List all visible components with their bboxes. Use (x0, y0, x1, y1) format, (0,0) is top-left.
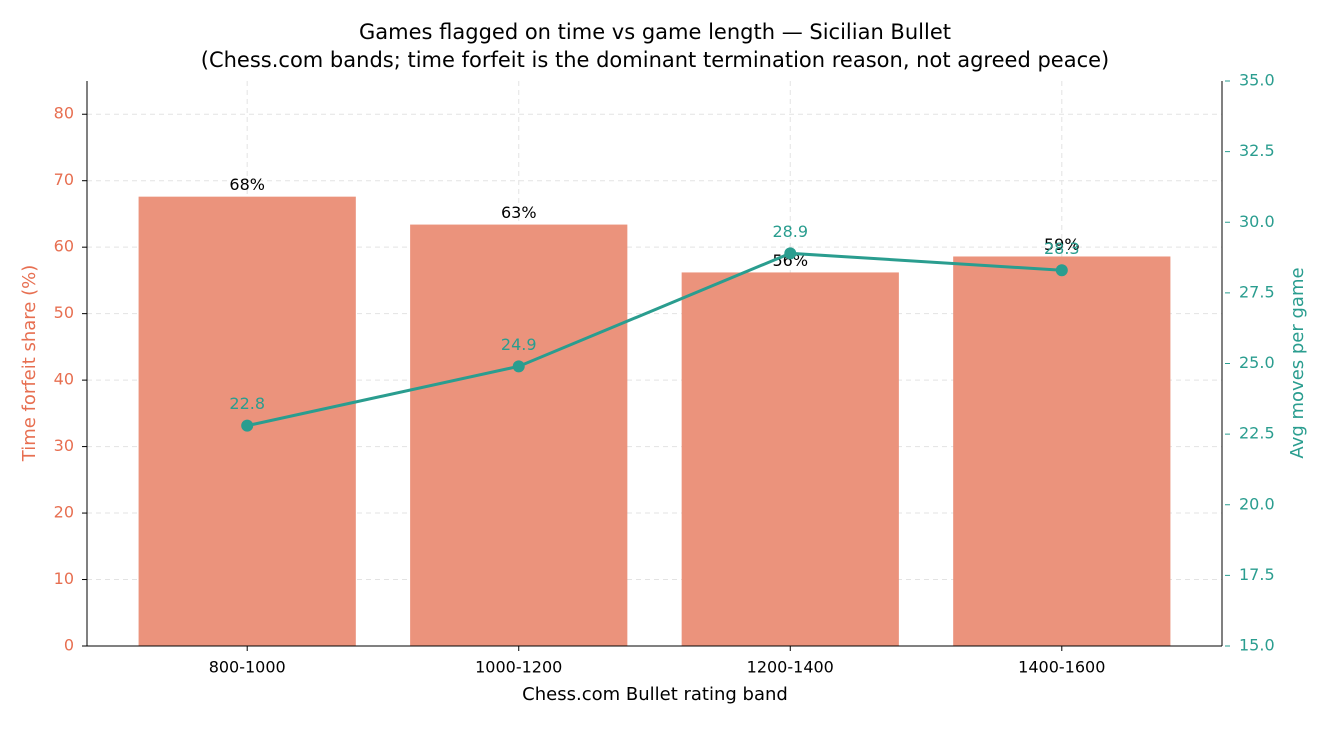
bar (410, 224, 628, 646)
y-tick-label: 50 (54, 303, 74, 322)
y2-tick-label: 27.5 (1239, 282, 1275, 301)
y2-tick-label: 25.0 (1239, 353, 1275, 372)
chart-title: Games flagged on time vs game length — S… (359, 20, 951, 44)
y2-tick-label: 30.0 (1239, 212, 1275, 231)
y-tick-label: 40 (54, 370, 74, 389)
line-value-label: 28.9 (772, 222, 808, 241)
x-tick-label: 1400-1600 (1018, 658, 1105, 677)
y2-tick-label: 32.5 (1239, 141, 1275, 160)
y2-tick-label: 15.0 (1239, 636, 1275, 655)
y2-tick-label: 35.0 (1239, 71, 1275, 90)
y-tick-label: 70 (54, 170, 74, 189)
line-point (1055, 264, 1068, 277)
y-tick-label: 60 (54, 237, 74, 256)
line-point (512, 360, 525, 373)
x-tick-label: 1000-1200 (475, 658, 562, 677)
y2-tick-label: 20.0 (1239, 494, 1275, 513)
bar-value-label: 63% (501, 203, 537, 222)
bar-value-label: 68% (229, 175, 265, 194)
bar (953, 256, 1171, 646)
y-tick-label: 0 (64, 636, 74, 655)
y-axis-label: Time forfeit share (%) (19, 265, 40, 462)
x-tick-label: 800-1000 (209, 658, 286, 677)
line (246, 251, 1062, 428)
y-tick-label: 20 (54, 503, 74, 522)
y2-axis-label: Avg moves per game (1287, 267, 1308, 458)
line-point (784, 247, 797, 260)
y-tick-label: 10 (54, 569, 74, 588)
bar-value-label: 59% (1044, 235, 1080, 254)
y-tick-label: 30 (54, 436, 74, 455)
line-value-label: 22.8 (229, 394, 265, 413)
y-tick-label: 80 (54, 104, 74, 123)
line-value-label: 24.9 (501, 335, 537, 354)
line-value-label: 28.3 (1044, 239, 1080, 258)
line-point (241, 419, 254, 432)
x-axis-label: Chess.com Bullet rating band (522, 684, 788, 705)
x-tick-label: 1200-1400 (747, 658, 834, 677)
bar (681, 272, 899, 646)
chart-subtitle: (Chess.com bands; time forfeit is the do… (201, 48, 1109, 72)
y2-tick-label: 17.5 (1239, 565, 1275, 584)
y2-tick-label: 22.5 (1239, 424, 1275, 443)
